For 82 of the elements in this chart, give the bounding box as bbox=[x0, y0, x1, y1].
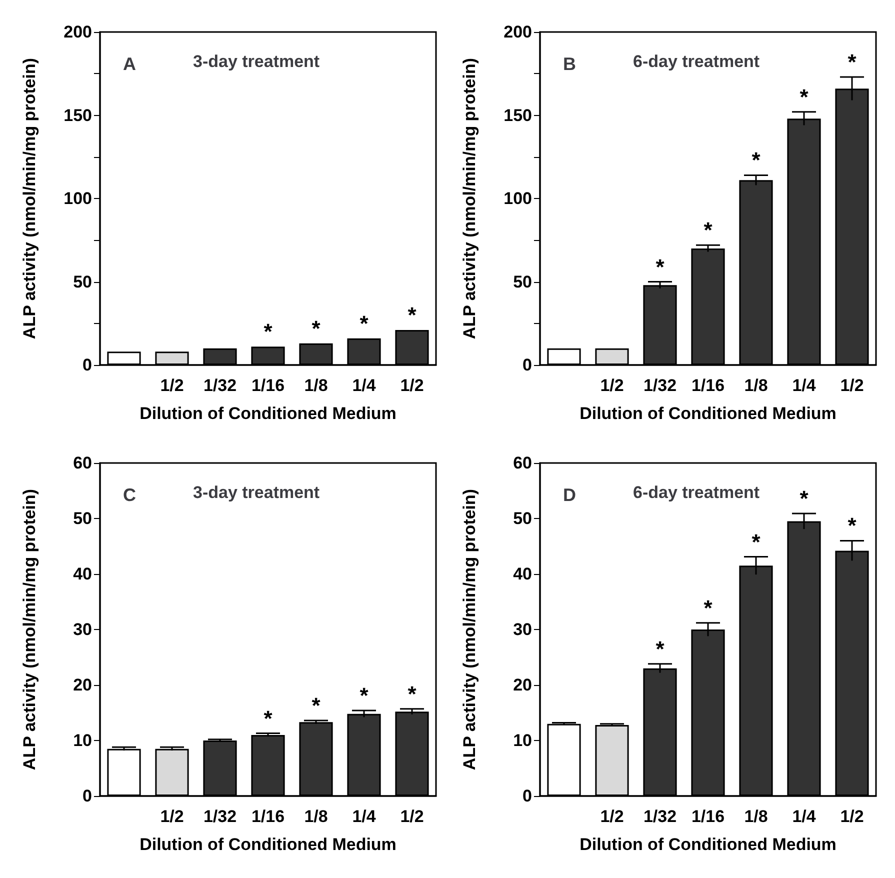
text: 6-day treatment bbox=[633, 483, 760, 502]
y-tick-label: 30 bbox=[513, 620, 532, 639]
x-tick-label: 1/8 bbox=[304, 807, 328, 826]
y-tick-label: 40 bbox=[73, 564, 92, 584]
data-label: * bbox=[800, 84, 809, 110]
y-tick-label: 50 bbox=[513, 509, 532, 528]
x-tick-label: 1/2 bbox=[400, 807, 424, 826]
x-tick-label: 1/2 bbox=[840, 807, 864, 826]
x-tick-label: 1/32 bbox=[643, 807, 677, 826]
x-tick-label: 1/16 bbox=[251, 807, 285, 826]
x-tick-label: 1/2 bbox=[160, 807, 184, 826]
y-tick-label: 200 bbox=[504, 22, 532, 42]
data-label: * bbox=[752, 529, 761, 554]
x-tick-label: 1/2 bbox=[600, 376, 624, 395]
data-label: * bbox=[360, 683, 369, 708]
x-tick-label: 1/2 bbox=[400, 376, 424, 395]
text: A bbox=[123, 54, 136, 74]
text: C bbox=[123, 485, 136, 505]
x-tick-label: 1/2 bbox=[600, 807, 624, 826]
y-tick-label: 60 bbox=[73, 454, 92, 472]
data-label: * bbox=[408, 302, 417, 328]
x-tick-label: 1/32 bbox=[203, 807, 237, 826]
y-tick-label: 0 bbox=[82, 356, 92, 374]
y-tick-label: 100 bbox=[64, 189, 92, 208]
x-axis-title: Dilution of Conditioned Medium bbox=[580, 835, 836, 854]
y-tick-label: 150 bbox=[504, 106, 532, 125]
data-label: * bbox=[656, 636, 665, 662]
data-label: * bbox=[264, 706, 273, 731]
x-tick-label: 1/4 bbox=[792, 376, 816, 395]
data-label: * bbox=[360, 310, 369, 336]
text: D bbox=[563, 485, 576, 505]
y-tick-label: 50 bbox=[73, 509, 92, 528]
text: 6-day treatment bbox=[633, 52, 760, 71]
data-label: * bbox=[800, 486, 809, 512]
x-tick-label: 1/2 bbox=[840, 376, 864, 395]
text: 3-day treatment bbox=[193, 52, 320, 71]
x-axis-title: Dilution of Conditioned Medium bbox=[580, 404, 836, 423]
x-tick-label: 1/8 bbox=[744, 376, 768, 395]
data-label: * bbox=[312, 316, 321, 341]
y-tick-label: 0 bbox=[82, 786, 92, 806]
y-tick-label: 0 bbox=[522, 786, 532, 806]
x-tick-label: 1/4 bbox=[352, 807, 376, 826]
x-tick-label: 1/4 bbox=[792, 807, 816, 826]
x-tick-label: 1/8 bbox=[304, 376, 328, 395]
y-tick-label: 0 bbox=[522, 356, 532, 374]
y-axis-title: ALP activity (nmol/min/mg protein) bbox=[460, 488, 479, 770]
data-label: * bbox=[848, 513, 857, 538]
y-axis-title: ALP activity (nmol/min/mg protein) bbox=[20, 488, 39, 770]
y-tick-label: 200 bbox=[64, 22, 92, 42]
data-label: * bbox=[704, 595, 713, 620]
x-tick-label: 1/2 bbox=[160, 376, 184, 395]
data-label: * bbox=[656, 254, 665, 280]
x-tick-label: 1/32 bbox=[203, 376, 237, 395]
x-tick-label: 1/16 bbox=[691, 376, 725, 395]
data-label: * bbox=[848, 49, 857, 74]
y-tick-label: 40 bbox=[513, 564, 532, 584]
text: B bbox=[563, 54, 576, 74]
y-tick-label: 30 bbox=[73, 620, 92, 639]
y-tick-label: 20 bbox=[73, 676, 92, 694]
x-tick-label: 1/32 bbox=[643, 376, 677, 395]
y-axis-title: ALP activity (nmol/min/mg protein) bbox=[460, 58, 479, 340]
x-tick-label: 1/4 bbox=[352, 376, 376, 395]
text: 3-day treatment bbox=[193, 483, 320, 502]
data-label: * bbox=[704, 218, 713, 243]
x-tick-label: 1/16 bbox=[251, 376, 285, 395]
data-label: * bbox=[752, 148, 761, 173]
y-tick-label: 10 bbox=[513, 731, 532, 750]
x-axis-title: Dilution of Conditioned Medium bbox=[140, 835, 396, 854]
y-tick-label: 50 bbox=[73, 272, 92, 292]
x-axis-title: Dilution of Conditioned Medium bbox=[140, 404, 396, 423]
data-label: * bbox=[312, 693, 321, 718]
data-label: * bbox=[264, 319, 273, 344]
y-tick-label: 150 bbox=[64, 106, 92, 125]
y-tick-label: 10 bbox=[73, 731, 92, 750]
x-tick-label: 1/16 bbox=[691, 807, 725, 826]
y-tick-label: 60 bbox=[513, 454, 532, 472]
y-tick-label: 50 bbox=[513, 272, 532, 292]
y-tick-label: 100 bbox=[504, 189, 532, 208]
y-axis-title: ALP activity (nmol/min/mg protein) bbox=[20, 58, 39, 340]
y-tick-label: 20 bbox=[513, 676, 532, 694]
data-label: * bbox=[408, 681, 417, 706]
x-tick-label: 1/8 bbox=[744, 807, 768, 826]
